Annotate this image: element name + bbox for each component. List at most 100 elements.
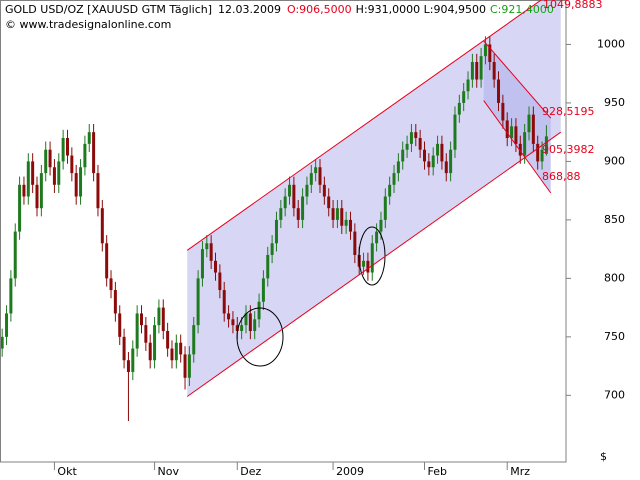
candle-body: [335, 208, 339, 220]
candle-body: [331, 208, 335, 220]
candle-body: [462, 91, 466, 103]
candle-body: [366, 260, 370, 273]
candle-body: [375, 231, 379, 244]
candle-body: [340, 208, 344, 226]
candle-body: [322, 184, 326, 197]
candle-body: [144, 325, 148, 343]
candle-body: [52, 167, 56, 185]
candle-body: [109, 278, 113, 291]
candle-body: [436, 143, 440, 156]
high-low-label: H:931,0000 L:904,9500: [356, 3, 486, 16]
candle-body: [92, 132, 96, 174]
candle-body: [266, 254, 270, 279]
candle-body: [379, 219, 383, 232]
candle-body: [279, 208, 283, 220]
candle-body: [518, 143, 522, 156]
candle-body: [126, 360, 130, 372]
candle-body: [235, 325, 239, 332]
y-tick-label: 750: [604, 330, 625, 343]
y-tick-label: 800: [604, 271, 625, 284]
candle-body: [257, 301, 261, 320]
candle-body: [362, 260, 366, 267]
x-tick-label: 2009: [336, 465, 364, 478]
candle-body: [57, 161, 61, 185]
candle-body: [200, 249, 204, 279]
header: GOLD USD/OZ [XAUUSD GTM Täglich] 12.03.20…: [5, 3, 554, 16]
candle-body: [401, 149, 405, 162]
candle-body: [414, 132, 418, 139]
instrument: GOLD USD/OZ [XAUUSD GTM Täglich]: [5, 3, 212, 16]
candle-body: [274, 219, 278, 244]
candle-body: [240, 325, 244, 332]
candle-body: [44, 149, 48, 174]
candle-body: [13, 231, 17, 279]
x-tick-label: Okt: [57, 465, 77, 478]
candle-body: [510, 126, 514, 139]
candle-body: [396, 161, 400, 174]
y-tick-label: 1000: [597, 37, 625, 50]
channel-fill: [187, 0, 561, 397]
candle-body: [348, 219, 352, 232]
candle-body: [9, 278, 13, 314]
candle-body: [22, 184, 26, 197]
candle-body: [540, 149, 544, 162]
candle-body: [475, 61, 479, 80]
candle-body: [39, 173, 43, 209]
candle-body: [161, 307, 165, 332]
candle-body: [79, 167, 83, 197]
candle-body: [170, 348, 174, 361]
candle-body: [431, 155, 435, 168]
candle-body: [5, 313, 9, 337]
candle-body: [248, 313, 252, 332]
candle-body: [305, 184, 309, 197]
candle-body: [113, 290, 117, 314]
candle-body: [392, 173, 396, 185]
candle-body: [344, 219, 348, 226]
candle-body: [296, 208, 300, 220]
candle-body: [0, 336, 4, 349]
candle-body: [196, 278, 200, 326]
candle-body: [192, 325, 196, 355]
candle-body: [231, 319, 235, 326]
candle-body: [35, 184, 39, 209]
candle-body: [483, 44, 487, 57]
candle-body: [309, 173, 313, 185]
candle-body: [218, 272, 222, 291]
candle-body: [253, 319, 257, 332]
candle-body: [166, 331, 170, 349]
candle-body: [96, 173, 100, 209]
candle-body: [140, 313, 143, 326]
candle-body: [118, 313, 122, 337]
candle-body: [314, 167, 318, 174]
candle-body: [83, 143, 87, 168]
channel-line: [483, 100, 552, 194]
candle-body: [457, 102, 461, 115]
channel-line: [186, 0, 542, 251]
candle-body: [31, 161, 35, 185]
channel-label: 1049,8883: [543, 0, 603, 11]
close-label: C:921,4000: [490, 3, 554, 16]
candle-body: [505, 120, 509, 139]
candle-body: [122, 336, 126, 361]
candle-body: [544, 136, 548, 154]
candle-body: [288, 184, 292, 197]
candle-body: [492, 61, 496, 80]
candle-body: [449, 149, 453, 174]
candle-body: [383, 196, 387, 220]
currency-label: $: [600, 450, 607, 463]
candle-body: [497, 79, 501, 103]
x-tick-label: Dez: [240, 465, 261, 478]
candle-body: [153, 325, 157, 361]
candle-body: [157, 307, 161, 326]
highlight-circle: [236, 307, 284, 367]
candle-body: [70, 155, 74, 174]
candle-body: [261, 278, 265, 302]
y-tick-label: 900: [604, 154, 625, 167]
candle-body: [353, 231, 357, 255]
candle-body: [523, 132, 527, 156]
candle-body: [48, 149, 52, 168]
open-label: O:906,5000: [287, 3, 352, 16]
candle-body: [440, 143, 444, 162]
candle-body: [87, 132, 91, 144]
